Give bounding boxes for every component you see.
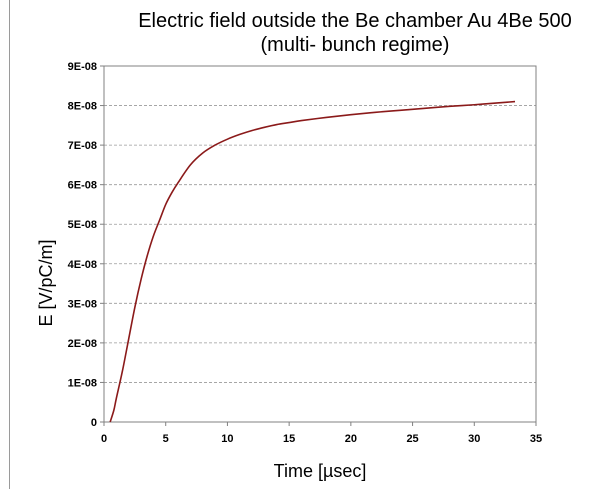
x-tick-label-3: 15: [283, 433, 295, 445]
y-tick-label-1: 1E-08: [68, 377, 97, 389]
y-tick-label-4: 4E-08: [68, 259, 97, 271]
y-tick-label-9: 9E-08: [68, 61, 97, 73]
x-tick-label-6: 30: [468, 433, 480, 445]
y-tick-label-0: 0: [91, 417, 97, 429]
y-axis-label: E [V/pC/m]: [36, 239, 56, 326]
x-tick-label-2: 10: [221, 433, 233, 445]
gridlines: [104, 105, 536, 383]
y-tick-label-5: 5E-08: [68, 219, 97, 231]
x-axis-label: Time [µsec]: [274, 461, 367, 481]
chart-title-line-2: (multi- bunch regime): [261, 34, 450, 56]
chart-title: Electric field outside the Be chamber Au…: [138, 10, 572, 56]
y-tick-label-6: 6E-08: [68, 180, 97, 192]
chart-title-line-1: Electric field outside the Be chamber Au…: [138, 10, 572, 32]
left-border-rule: [9, 0, 10, 489]
x-tick-label-7: 35: [530, 433, 542, 445]
y-tick-label-7: 7E-08: [68, 140, 97, 152]
plot-frame: [103, 65, 537, 423]
y-tick-label-2: 2E-08: [68, 338, 97, 350]
y-tick-label-3: 3E-08: [68, 298, 97, 310]
x-tick-label-4: 20: [345, 433, 357, 445]
x-axis-ticks: 0 5 10 15 20 25 30 35: [101, 422, 542, 445]
y-tick-label-8: 8E-08: [68, 101, 97, 113]
x-tick-label-0: 0: [101, 433, 107, 445]
x-tick-label-5: 25: [406, 433, 418, 445]
series-line: [109, 100, 516, 423]
y-axis-ticks: 0 1E-08 2E-08 3E-08 4E-08 5E-08 6E-08 7E-08 8E-0…: [68, 61, 104, 429]
x-tick-label-1: 5: [163, 433, 169, 445]
